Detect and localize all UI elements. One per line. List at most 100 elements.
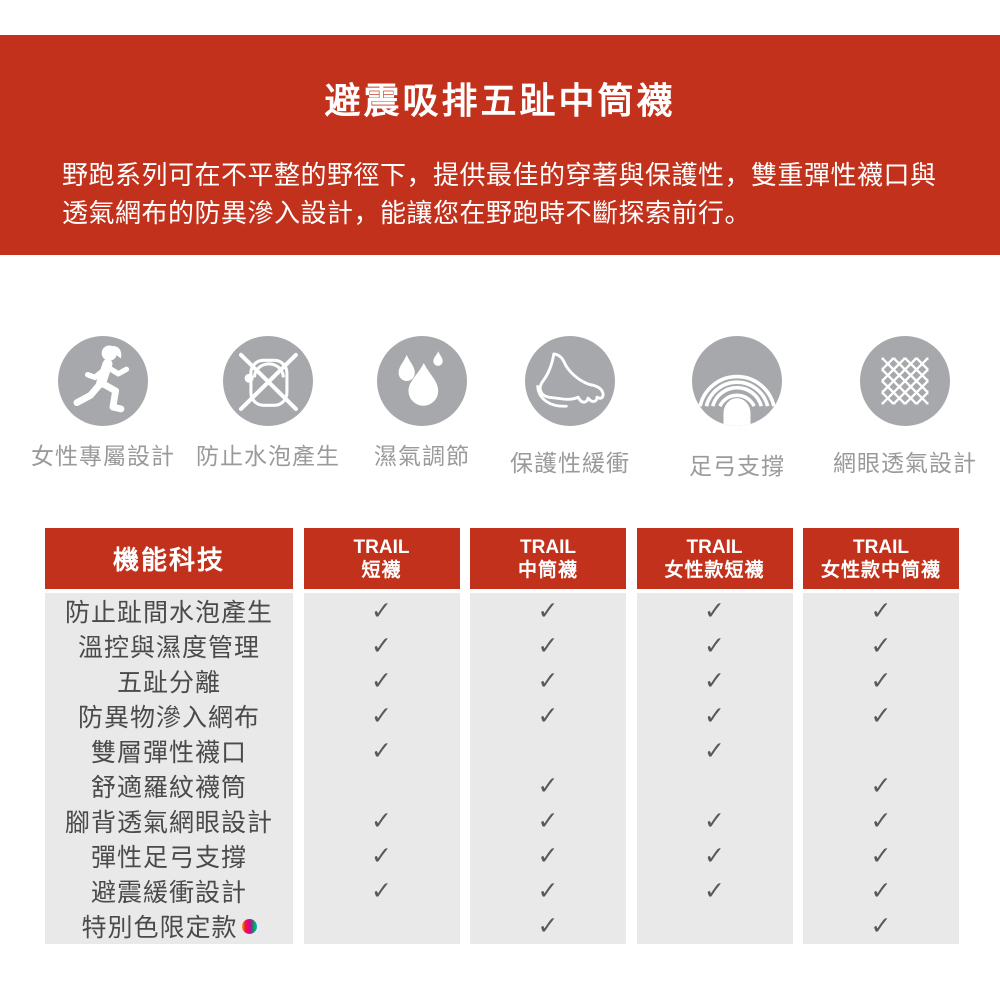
description-line-1: 野跑系列可在不平整的野徑下，提供最佳的穿著與保護性，雙重彈性襪口與 [62,160,937,190]
table-row: 防止趾間水泡產生 ✓ ✓ ✓ ✓ [45,593,959,629]
check-cell: ✓ [636,593,793,629]
check-cell: ✓ [470,628,626,664]
feature-label-cell: 五趾分離 [45,663,293,699]
check-cell: ✓ [303,663,460,699]
check-icon: ✓ [704,842,725,870]
feature-label: 防止水泡產生 [196,443,340,469]
feature-item-women-design: 女性專屬設計 [13,336,193,471]
product-name: 女性款短襪 [664,559,765,581]
check-cell [470,733,626,769]
check-cell: ✓ [470,838,626,874]
check-icon: ✓ [537,702,559,730]
feature-item-moisture: 濕氣調節 [332,336,512,471]
check-cell: ✓ [803,768,959,804]
check-icon: ✓ [704,632,725,660]
running-woman-icon [58,336,148,426]
brand-label: TRAIL [853,536,909,558]
check-icon: ✓ [870,842,892,870]
check-cell: ✓ [636,838,793,874]
feature-label-cell: 舒適羅紋襪筒 [45,768,293,804]
check-cell [803,733,959,769]
check-cell: ✓ [803,803,959,839]
check-icon: ✓ [870,597,892,625]
check-icon: ✓ [371,702,392,730]
check-icon: ✓ [704,597,725,625]
check-icon: ✓ [704,702,725,730]
check-cell: ✓ [636,733,793,769]
check-cell: ✓ [803,908,959,944]
check-icon: ✓ [704,877,725,905]
table-row: 特別色限定款 ✓ ✓ [45,908,959,944]
feature-label: 保護性緩衝 [510,450,630,476]
description-line-2: 透氣網布的防異滲入設計，能讓您在野跑時不斷探索前行。 [62,198,752,228]
check-cell [303,768,460,804]
check-icon: ✓ [371,737,392,765]
feature-label-cell: 防異物滲入網布 [45,698,293,734]
check-icon: ✓ [870,807,892,835]
feature-item-arch-support: 足弓支撐 [647,336,827,481]
moisture-drops-icon [377,336,467,426]
arch-support-icon [692,336,782,426]
check-icon: ✓ [537,807,559,835]
check-cell: ✓ [803,873,959,909]
page-title: 避震吸排五趾中筒襪 [324,80,676,121]
check-icon: ✓ [870,912,892,940]
check-cell: ✓ [303,733,460,769]
table-row: 避震緩衝設計 ✓ ✓ ✓ ✓ [45,873,959,909]
check-cell: ✓ [803,838,959,874]
feature-label: 特別色限定款 [81,914,238,942]
table-header: 機能科技 TRAIL 短襪 TRAIL 中筒襪 TRAIL 女性款短襪 TRAI… [45,528,959,589]
check-cell: ✓ [636,663,793,699]
check-icon: ✓ [537,877,559,905]
product-name: 女性款中筒襪 [820,559,941,581]
check-cell: ✓ [803,698,959,734]
check-icon: ✓ [371,807,392,835]
brand-label: TRAIL [353,536,410,558]
feature-label: 女性專屬設計 [31,443,175,469]
rainbow-dot-icon [241,918,257,934]
table-row: 溫控與濕度管理 ✓ ✓ ✓ ✓ [45,628,959,664]
feature-label-cell: 特別色限定款 [45,908,293,944]
header-feature-column: 機能科技 [45,528,293,589]
check-cell [636,908,793,944]
check-cell: ✓ [470,698,626,734]
check-cell [303,908,460,944]
feature-item-no-blister: 防止水泡產生 [178,336,358,471]
table-row: 舒適羅紋襪筒 ✓ ✓ [45,768,959,804]
check-icon: ✓ [537,632,559,660]
check-cell: ✓ [470,768,626,804]
check-icon: ✓ [704,737,725,765]
features-strip: 女性專屬設計 防止水泡產生 [0,336,1000,481]
table-row: 防異物滲入網布 ✓ ✓ ✓ ✓ [45,698,959,734]
header-product-women-short: TRAIL 女性款短襪 [636,528,793,589]
check-icon: ✓ [537,597,559,625]
check-cell: ✓ [303,838,460,874]
check-cell: ✓ [470,803,626,839]
header-product-women-crew: TRAIL 女性款中筒襪 [803,528,959,589]
feature-label: 網眼透氣設計 [833,450,977,476]
feature-label-cell: 防止趾間水泡產生 [45,593,293,629]
comparison-table: 機能科技 TRAIL 短襪 TRAIL 中筒襪 TRAIL 女性款短襪 TRAI… [45,528,959,944]
mesh-ventilation-icon [860,336,950,426]
check-cell: ✓ [303,593,460,629]
no-blister-icon [223,336,313,426]
check-icon: ✓ [537,912,559,940]
check-cell: ✓ [636,698,793,734]
check-cell [636,768,793,804]
check-icon: ✓ [704,807,725,835]
hero-banner: 避震吸排五趾中筒襪 野跑系列可在不平整的野徑下，提供最佳的穿著與保護性，雙重彈性… [0,35,1000,255]
check-cell: ✓ [470,593,626,629]
check-icon: ✓ [371,877,392,905]
feature-label-cell: 腳背透氣網眼設計 [45,803,293,839]
feature-item-mesh: 網眼透氣設計 [815,336,995,478]
check-cell: ✓ [303,698,460,734]
check-cell: ✓ [470,663,626,699]
product-description: 野跑系列可在不平整的野徑下，提供最佳的穿著與保護性，雙重彈性襪口與 透氣網布的防… [0,156,1000,232]
check-icon: ✓ [371,842,392,870]
feature-label-cell: 彈性足弓支撐 [45,838,293,874]
check-icon: ✓ [537,842,559,870]
check-icon: ✓ [870,702,892,730]
check-cell: ✓ [803,593,959,629]
check-icon: ✓ [704,667,725,695]
check-icon: ✓ [870,877,892,905]
